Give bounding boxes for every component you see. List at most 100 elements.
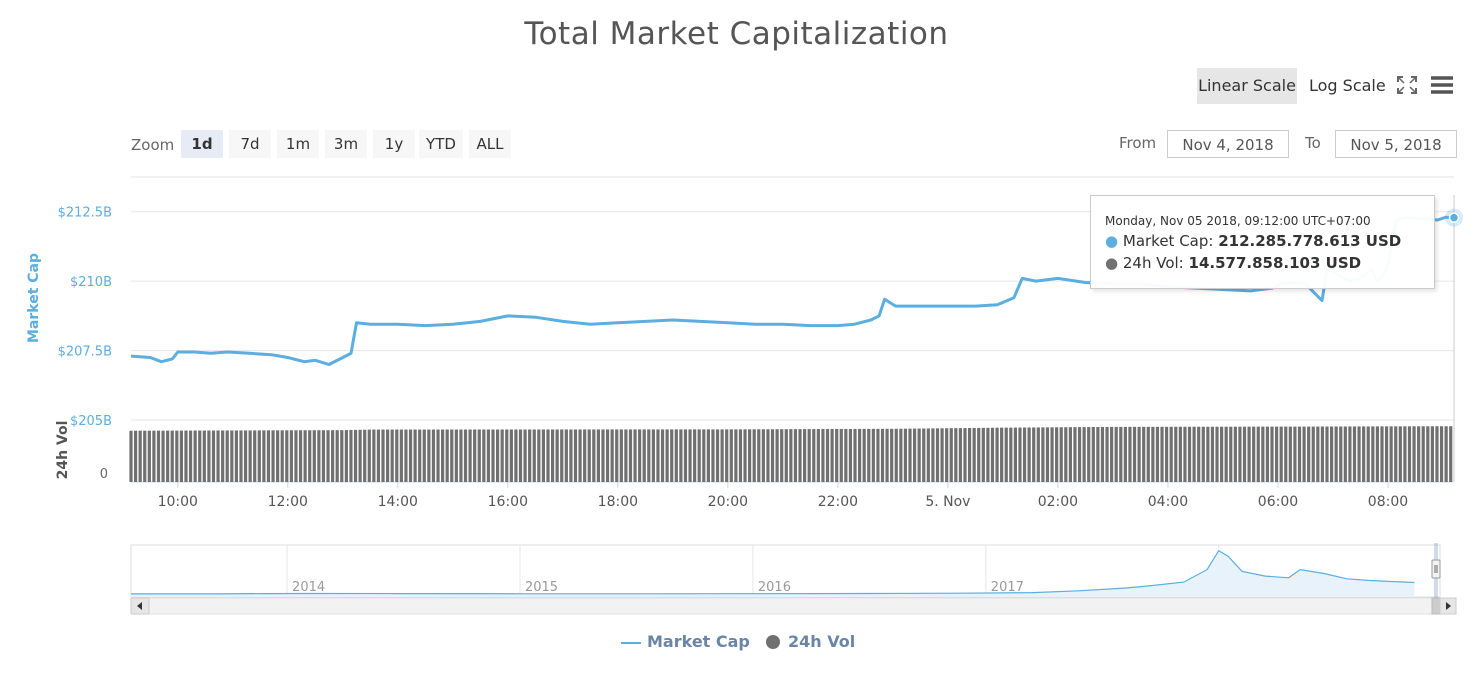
volume-bar bbox=[1362, 426, 1366, 482]
volume-bar bbox=[825, 429, 830, 482]
volume-bar bbox=[468, 429, 472, 482]
volume-bar bbox=[1091, 427, 1095, 482]
x-tick-label: 02:00 bbox=[1038, 494, 1078, 510]
legend-volume[interactable]: 24h Vol bbox=[766, 632, 855, 651]
volume-bar bbox=[230, 430, 234, 482]
x-tick-label: 10:00 bbox=[158, 494, 198, 510]
volume-bar bbox=[945, 428, 949, 482]
volume-bar bbox=[1155, 426, 1160, 482]
volume-bar bbox=[743, 429, 747, 482]
volume-bar bbox=[1045, 427, 1050, 482]
volume-bar bbox=[1137, 426, 1141, 482]
volume-bar bbox=[482, 429, 486, 482]
x-tick-label: 12:00 bbox=[268, 494, 308, 510]
volume-bar bbox=[340, 430, 344, 482]
from-date-input[interactable]: Nov 4, 2018 bbox=[1167, 130, 1289, 158]
volume-bar bbox=[917, 428, 921, 482]
volume-bar bbox=[569, 429, 573, 482]
volume-bar bbox=[1426, 426, 1430, 482]
volume-bar bbox=[1247, 426, 1251, 482]
linear-scale-button[interactable]: Linear Scale bbox=[1197, 68, 1297, 104]
volume-bar bbox=[1018, 427, 1022, 482]
volume-bar bbox=[844, 428, 848, 482]
volume-bar bbox=[940, 428, 944, 482]
hamburger-menu-icon[interactable] bbox=[1429, 74, 1455, 96]
volume-bar bbox=[1375, 426, 1380, 482]
zoom-ytd-button[interactable]: YTD bbox=[419, 130, 463, 158]
volume-bar bbox=[152, 430, 156, 482]
zoom-all-button[interactable]: ALL bbox=[469, 130, 511, 158]
volume-bar bbox=[1073, 427, 1077, 482]
volume-bar bbox=[1123, 426, 1127, 482]
legend-marketcap[interactable]: Market Cap bbox=[621, 632, 750, 651]
volume-bar bbox=[143, 430, 147, 482]
volume-bar bbox=[179, 430, 184, 482]
volume-bar bbox=[560, 429, 564, 482]
volume-bar bbox=[1329, 426, 1334, 482]
scrollbar-track bbox=[130, 597, 1457, 615]
volume-bar bbox=[1178, 426, 1182, 482]
volume-bar bbox=[995, 427, 999, 482]
volume-bar bbox=[871, 428, 875, 482]
volume-bar bbox=[243, 430, 248, 482]
volume-bar bbox=[266, 430, 271, 482]
volume-bar bbox=[1059, 427, 1063, 482]
volume-bar bbox=[495, 429, 500, 482]
volume-bar bbox=[225, 430, 229, 482]
tooltip-header: Monday, Nov 05 2018, 09:12:00 UTC+07:00 bbox=[1105, 214, 1371, 228]
volume-bar bbox=[990, 427, 995, 482]
volume-bar bbox=[738, 429, 743, 482]
volume-bar bbox=[1352, 426, 1357, 482]
volume-bar bbox=[418, 429, 422, 482]
y-tick-label: $205B bbox=[70, 414, 112, 429]
volume-bar bbox=[651, 429, 655, 482]
tooltip-vol-row: ● 24h Vol: 14.577.858.103 USD bbox=[1105, 254, 1361, 272]
volume-bar bbox=[601, 429, 605, 482]
volume-bar bbox=[931, 428, 935, 482]
volume-bar bbox=[642, 429, 646, 482]
volume-bar bbox=[967, 428, 972, 482]
volume-bar bbox=[839, 428, 843, 482]
volume-bar bbox=[1128, 426, 1132, 482]
volume-bar bbox=[1417, 426, 1421, 482]
volume-bar bbox=[1087, 427, 1091, 482]
navigator[interactable]: 20142015201620172018 bbox=[130, 543, 1457, 615]
scroll-left-arrow-icon bbox=[137, 602, 142, 610]
log-scale-button[interactable]: Log Scale bbox=[1309, 76, 1386, 95]
to-date-input[interactable]: Nov 5, 2018 bbox=[1335, 130, 1457, 158]
volume-bar bbox=[528, 429, 532, 482]
zoom-3m-button[interactable]: 3m bbox=[325, 130, 367, 158]
zoom-1y-button[interactable]: 1y bbox=[373, 130, 415, 158]
volume-bar bbox=[573, 429, 578, 482]
volume-bar bbox=[890, 428, 894, 482]
volume-bar bbox=[1210, 426, 1215, 482]
volume-bar bbox=[688, 429, 692, 482]
volume-bar bbox=[853, 428, 857, 482]
zoom-1d-button[interactable]: 1d bbox=[181, 130, 223, 158]
volume-bar bbox=[312, 430, 316, 482]
fullscreen-icon[interactable] bbox=[1396, 75, 1418, 95]
volume-bar bbox=[335, 430, 339, 482]
volume-bar bbox=[239, 430, 243, 482]
volume-bar bbox=[1242, 426, 1247, 482]
zoom-7d-button[interactable]: 7d bbox=[229, 130, 271, 158]
volume-bar bbox=[555, 429, 559, 482]
zoom-1m-button[interactable]: 1m bbox=[277, 130, 319, 158]
volume-bar bbox=[1027, 427, 1031, 482]
volume-bar bbox=[1311, 426, 1315, 482]
volume-bar bbox=[1013, 427, 1018, 482]
volume-bar bbox=[399, 429, 403, 482]
volume-bar bbox=[679, 429, 683, 482]
volume-bar bbox=[463, 429, 468, 482]
volume-bar bbox=[647, 429, 651, 482]
volume-bar bbox=[1050, 427, 1054, 482]
volume-bar bbox=[317, 430, 321, 482]
volume-bar bbox=[422, 429, 426, 482]
volume-bar bbox=[1036, 427, 1040, 482]
navigator-year-label: 2017 bbox=[991, 580, 1024, 595]
volume-bar bbox=[793, 429, 798, 482]
y-tick-label: $212.5B bbox=[58, 206, 112, 221]
volume-bar bbox=[954, 428, 958, 482]
volume-bar bbox=[903, 428, 908, 482]
volume-bar bbox=[285, 430, 289, 482]
